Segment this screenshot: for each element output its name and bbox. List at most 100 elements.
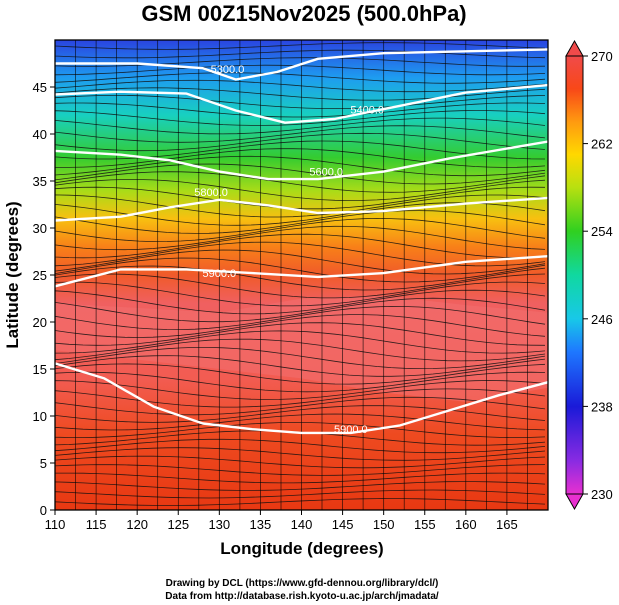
streamline: [55, 241, 546, 267]
streamline: [55, 42, 546, 50]
streamline: [55, 163, 546, 185]
streamline: [55, 210, 546, 234]
streamline: [55, 194, 546, 218]
streamline: [55, 179, 546, 202]
streamline: [55, 498, 546, 506]
contour-4: [55, 255, 548, 288]
streamline: [55, 405, 546, 423]
y-axis-ticks: 0 5 10 15 20 25 30 35 40 45: [33, 80, 55, 518]
x-tick-label: 165: [496, 517, 518, 532]
contour-label: 5800.0: [194, 187, 228, 199]
streamline: [55, 455, 546, 469]
x-tick-label: 155: [414, 517, 436, 532]
streamline: [55, 380, 546, 400]
y-tick-label: 45: [33, 80, 47, 95]
streamline: [55, 314, 546, 338]
streamline: [55, 171, 546, 193]
contour-label: 5300.0: [211, 64, 245, 76]
streamline: [55, 413, 546, 431]
streamline: [55, 438, 546, 454]
y-tick-label: 35: [33, 174, 47, 189]
streamline: [55, 281, 546, 307]
x-tick-label: 140: [291, 517, 313, 532]
streamline: [55, 363, 546, 385]
contour-1: [55, 83, 548, 124]
colorbar-tick-label: 254: [591, 224, 613, 239]
streamline: [55, 273, 546, 299]
streamline: [55, 102, 546, 118]
y-tick-label: 20: [33, 315, 47, 330]
colorbar-ticks: 270 262 254 246 238 230: [583, 49, 613, 502]
y-tick-label: 10: [33, 409, 47, 424]
streamline: [55, 338, 546, 362]
streamline: [55, 57, 546, 67]
streamline: [55, 49, 546, 59]
x-tick-label: 130: [208, 517, 230, 532]
y-tick-label: 0: [40, 503, 47, 518]
streamline: [55, 489, 546, 499]
credit-dcl: Drawing by DCL (https://www.gfd-dennou.o…: [166, 578, 439, 589]
x-tick-label: 150: [373, 517, 395, 532]
streamline: [55, 257, 546, 283]
colorbar: [565, 39, 584, 511]
streamline: [55, 117, 546, 135]
wind-streamlines: [55, 42, 546, 506]
streamline: [55, 110, 546, 126]
contour-label: 5400.0: [350, 104, 384, 116]
streamline: [55, 233, 546, 259]
x-tick-label: 160: [455, 517, 477, 532]
colorbar-tick-label: 270: [591, 49, 613, 64]
x-axis-label: Longitude (degrees): [220, 539, 383, 558]
x-tick-label: 120: [126, 517, 148, 532]
streamline: [55, 472, 546, 484]
streamline: [55, 64, 546, 76]
streamline: [55, 225, 546, 251]
colorbar-tick-label: 246: [591, 312, 613, 327]
streamline: [55, 155, 546, 177]
streamline: [55, 355, 546, 377]
contour-label: 5900.0: [334, 424, 368, 436]
streamline: [55, 140, 546, 160]
x-axis-ticks: 110 115 120 125 130 135 140 145 150 155 160 165: [45, 510, 518, 532]
contour-5: [55, 362, 548, 435]
streamline: [55, 249, 546, 275]
streamline: [55, 347, 546, 370]
streamline: [55, 464, 546, 476]
colorbar-tick-label: 262: [591, 137, 613, 152]
y-tick-label: 15: [33, 362, 47, 377]
streamline: [55, 481, 546, 491]
x-tick-label: 135: [250, 517, 272, 532]
contour-0: [55, 48, 548, 81]
y-tick-label: 30: [33, 221, 47, 236]
x-tick-label: 125: [167, 517, 189, 532]
colorbar-bottom-arrow: [565, 493, 584, 511]
streamline: [55, 72, 546, 84]
y-tick-label: 25: [33, 268, 47, 283]
streamline: [55, 217, 546, 243]
streamline: [55, 396, 546, 416]
streamline: [55, 388, 546, 408]
height-contours: 5300.0 5400.0 5600.0 5800.0 5900.0 5900.0: [55, 48, 548, 436]
streamline: [55, 371, 546, 393]
streamline: [55, 297, 546, 323]
x-tick-label: 145: [332, 517, 354, 532]
streamline: [55, 79, 546, 93]
streamline: [55, 95, 546, 110]
streamline: [55, 289, 546, 315]
chart-title: GSM 00Z15Nov2025 (500.0hPa): [141, 1, 466, 26]
x-tick-label: 115: [86, 517, 107, 532]
streamline: [55, 447, 546, 461]
streamline: [55, 421, 546, 439]
colorbar-body: [565, 55, 584, 495]
streamline: [55, 125, 546, 143]
y-axis-label: Latitude (degrees): [3, 201, 22, 348]
streamline: [55, 330, 546, 354]
streamline: [55, 87, 546, 101]
colorbar-top-arrow: [565, 39, 584, 57]
streamline: [55, 265, 546, 291]
y-tick-label: 5: [40, 456, 47, 471]
streamline: [55, 322, 546, 346]
contour-label: 5600.0: [309, 166, 343, 178]
colorbar-tick-label: 230: [591, 487, 613, 502]
y-tick-label: 40: [33, 127, 47, 142]
